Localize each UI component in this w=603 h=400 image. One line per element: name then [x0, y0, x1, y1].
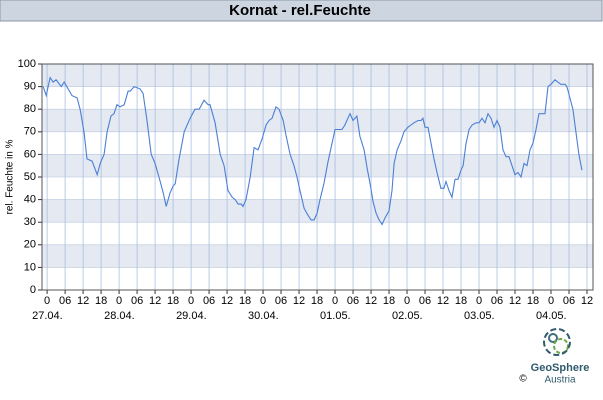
x-tick-label: 0 — [188, 295, 194, 307]
data-line — [42, 76, 583, 226]
y-tick-label: 40 — [24, 194, 36, 206]
x-tick-label: 18 — [95, 295, 107, 307]
x-tick-label: 18 — [383, 295, 395, 307]
x-date-label: 01.05. — [320, 310, 351, 322]
x-date-label: 27.04. — [32, 310, 63, 322]
x-tick-label: 12 — [581, 295, 593, 307]
x-tick-label: 06 — [347, 295, 359, 307]
grid-band — [42, 154, 593, 177]
logo-icon — [548, 333, 558, 343]
x-date-label: 03.05. — [464, 310, 495, 322]
x-tick-label: 18 — [239, 295, 251, 307]
x-tick-label: 06 — [419, 295, 431, 307]
x-tick-label: 0 — [116, 295, 122, 307]
y-tick-label: 0 — [30, 284, 36, 296]
x-tick-label: 0 — [548, 295, 554, 307]
x-tick-label: 06 — [203, 295, 215, 307]
logo: GeoSphere Austria © — [519, 328, 590, 386]
y-tick-label: 100 — [18, 58, 36, 70]
x-tick-label: 18 — [455, 295, 467, 307]
x-date-label: 29.04. — [176, 310, 207, 322]
x-tick-label: 0 — [404, 295, 410, 307]
x-tick-label: 12 — [365, 295, 377, 307]
logo-name: GeoSphere — [531, 362, 590, 374]
x-tick-label: 06 — [563, 295, 575, 307]
logo-icon — [543, 328, 571, 356]
title-bar — [0, 0, 603, 22]
y-tick-label: 50 — [24, 171, 36, 183]
x-tick-label: 12 — [149, 295, 161, 307]
y-tick-label: 30 — [24, 216, 36, 228]
y-tick-label: 10 — [24, 261, 36, 273]
x-tick-label: 12 — [221, 295, 233, 307]
x-tick-label: 0 — [44, 295, 50, 307]
x-tick-label: 06 — [59, 295, 71, 307]
chart-title: Kornat - rel.Feuchte — [229, 2, 371, 19]
logo-icon — [553, 338, 569, 354]
x-date-label: 30.04. — [248, 310, 279, 322]
y-tick-label: 90 — [24, 81, 36, 93]
grid-band — [42, 64, 593, 87]
y-tick-label: 20 — [24, 239, 36, 251]
x-tick-label: 18 — [311, 295, 323, 307]
x-date-label: 28.04. — [104, 310, 135, 322]
y-tick-label: 60 — [24, 148, 36, 160]
x-date-label: 04.05. — [536, 310, 567, 322]
x-tick-label: 12 — [509, 295, 521, 307]
x-tick-label: 12 — [77, 295, 89, 307]
x-tick-label: 12 — [293, 295, 305, 307]
grid-band — [42, 109, 593, 132]
copyright: © — [519, 374, 527, 385]
x-tick-label: 0 — [260, 295, 266, 307]
x-tick-label: 06 — [491, 295, 503, 307]
logo-sub: Austria — [544, 375, 576, 386]
x-date-label: 02.05. — [392, 310, 423, 322]
y-tick-label: 80 — [24, 103, 36, 115]
x-tick-label: 0 — [332, 295, 338, 307]
x-tick-label: 12 — [437, 295, 449, 307]
x-tick-label: 06 — [131, 295, 143, 307]
x-tick-label: 18 — [527, 295, 539, 307]
x-tick-label: 0 — [476, 295, 482, 307]
grid-band — [42, 244, 593, 268]
x-tick-label: 06 — [275, 295, 287, 307]
plot-frame — [41, 63, 594, 291]
y-tick-label: 70 — [24, 126, 36, 138]
x-tick-label: 18 — [167, 295, 179, 307]
y-axis-label: rel. Feuchte in % — [5, 139, 16, 214]
